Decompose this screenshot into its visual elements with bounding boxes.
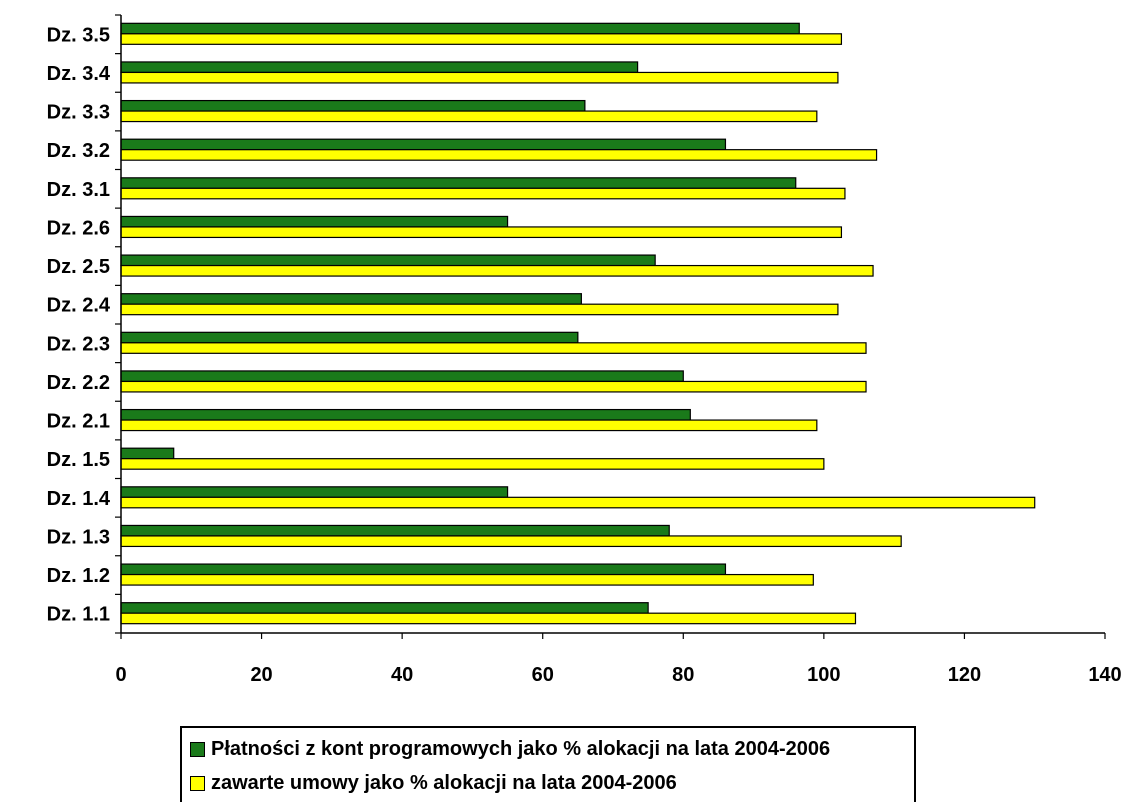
bar-payments-12 <box>120 563 727 576</box>
bar-contracts-34 <box>120 71 839 84</box>
x-tick-label: 0 <box>115 664 126 686</box>
category-label: Dz. 3.3 <box>47 102 110 124</box>
axes-group <box>115 14 1106 639</box>
bar-contracts-11 <box>120 612 857 625</box>
category-label: Dz. 2.2 <box>47 372 110 394</box>
legend-swatch-contracts <box>190 775 205 791</box>
bar-payments-32 <box>120 138 727 151</box>
bar-contracts-22 <box>120 380 867 393</box>
bar-payments-24 <box>120 293 582 305</box>
bar-payments-21 <box>120 408 691 421</box>
x-tick-label: 40 <box>391 664 413 686</box>
bar-contracts-25 <box>120 264 874 277</box>
category-label: Dz. 3.1 <box>47 179 110 201</box>
bar-contracts-13 <box>120 535 902 548</box>
legend-item-payments: Płatności z kont programowych jako % alo… <box>190 734 830 764</box>
bar-contracts-32 <box>120 149 878 161</box>
bar-payments-26 <box>120 215 509 228</box>
bars-group <box>120 22 1036 625</box>
x-tick-label: 100 <box>807 664 840 686</box>
x-tick-label: 80 <box>672 664 694 686</box>
category-label: Dz. 1.2 <box>47 565 110 587</box>
bar-payments-14 <box>120 486 509 498</box>
legend-label-payments: Płatności z kont programowych jako % alo… <box>211 737 831 760</box>
x-tick-label: 60 <box>532 664 554 686</box>
category-label: Dz. 2.4 <box>47 295 111 317</box>
bar-payments-35 <box>120 22 800 35</box>
bar-contracts-35 <box>120 33 843 45</box>
x-tick-label: 140 <box>1088 664 1121 686</box>
bar-payments-25 <box>120 254 656 267</box>
category-label: Dz. 3.4 <box>47 63 111 85</box>
legend: Płatności z kont programowych jako % alo… <box>180 726 916 802</box>
bar-contracts-31 <box>120 187 846 200</box>
category-label: Dz. 2.6 <box>47 217 110 239</box>
bar-payments-22 <box>120 370 684 383</box>
bar-payments-31 <box>120 177 797 189</box>
category-labels: Dz. 1.1 Dz. 1.2 Dz. 1.3 Dz. 1.4 Dz. 1.5 Dz. 2… <box>47 24 111 625</box>
category-label: Dz. 3.2 <box>47 140 110 162</box>
category-label: Dz. 3.5 <box>47 24 110 46</box>
bar-payments-15 <box>120 447 175 460</box>
bar-contracts-15 <box>120 458 825 470</box>
category-label: Dz. 1.5 <box>47 449 110 471</box>
bar-payments-23 <box>120 331 579 344</box>
x-tick-label: 20 <box>250 664 272 686</box>
bar-payments-13 <box>120 524 670 537</box>
bar-contracts-24 <box>120 303 839 316</box>
bar-payments-33 <box>120 99 586 112</box>
bar-payments-11 <box>120 602 649 614</box>
category-label: Dz. 2.3 <box>47 333 110 355</box>
category-label: Dz. 1.1 <box>47 604 110 626</box>
bar-contracts-23 <box>120 342 867 354</box>
x-tick-label: 120 <box>948 664 981 686</box>
category-label: Dz. 1.3 <box>47 526 110 548</box>
legend-label-contracts: zawarte umowy jako % alokacji na lata 20… <box>211 771 677 794</box>
legend-item-contracts: zawarte umowy jako % alokacji na lata 20… <box>190 768 677 798</box>
category-label: Dz. 2.5 <box>47 256 110 278</box>
bar-contracts-12 <box>120 573 814 586</box>
bar-contracts-14 <box>120 496 1036 509</box>
bar-contracts-26 <box>120 226 843 239</box>
bar-contracts-21 <box>120 419 818 432</box>
bar-contracts-33 <box>120 110 818 123</box>
category-label: Dz. 1.4 <box>47 488 111 510</box>
bar-payments-34 <box>120 61 639 74</box>
tick-labels: 0 20 40 60 80 100 120 140 <box>115 664 1121 686</box>
category-label: Dz. 2.1 <box>47 411 110 433</box>
legend-swatch-payments <box>190 741 205 757</box>
